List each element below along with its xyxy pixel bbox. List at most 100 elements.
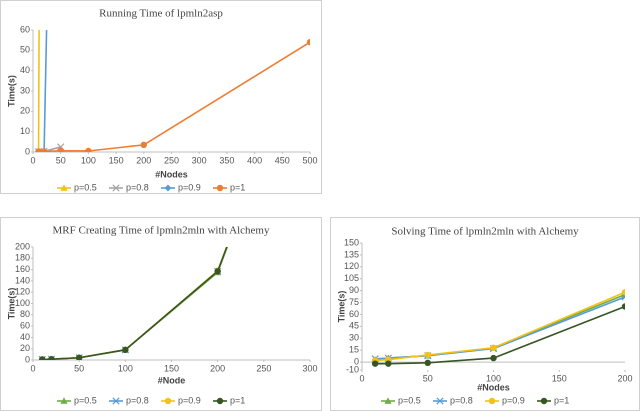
y-tick-label: 0 bbox=[25, 354, 30, 364]
x-tick-label: 400 bbox=[247, 155, 262, 165]
marker bbox=[490, 354, 497, 362]
y-tick-label: 180 bbox=[15, 253, 30, 263]
x-tick-label: 100 bbox=[486, 373, 501, 383]
legend-label: p=1 bbox=[230, 395, 245, 405]
x-tick-label: 150 bbox=[164, 363, 179, 373]
x-tick-label: 500 bbox=[302, 155, 317, 165]
marker bbox=[621, 289, 625, 296]
y-axis-title: Time(s) bbox=[6, 288, 16, 320]
legend-label: p=0.9 bbox=[178, 395, 201, 405]
legend-marker bbox=[436, 397, 444, 405]
legend-label: p=1 bbox=[554, 395, 569, 405]
y-tick-label: 40 bbox=[20, 332, 30, 342]
y-tick-label: 60 bbox=[20, 320, 30, 330]
y-tick-label: 0 bbox=[354, 356, 359, 366]
legend-label: p=1 bbox=[230, 182, 245, 192]
marker bbox=[371, 360, 379, 367]
y-tick-label: 200 bbox=[15, 241, 30, 251]
x-tick-label: 100 bbox=[118, 363, 133, 373]
plot-area bbox=[34, 30, 310, 152]
marker bbox=[385, 360, 392, 367]
marker bbox=[57, 147, 64, 152]
legend-label: p=0.5 bbox=[74, 395, 97, 405]
legend-marker bbox=[112, 184, 120, 192]
legend-label: p=0.8 bbox=[126, 182, 149, 192]
x-tick-label: 0 bbox=[359, 373, 364, 383]
marker bbox=[424, 359, 431, 367]
x-axis-title: #Nodes bbox=[155, 169, 188, 179]
x-tick-label: 150 bbox=[552, 373, 567, 383]
x-tick-label: 300 bbox=[192, 155, 207, 165]
y-tick-label: 140 bbox=[15, 275, 30, 285]
marker bbox=[75, 354, 83, 360]
y-tick-label: 30 bbox=[20, 85, 30, 95]
y-tick-label: 160 bbox=[15, 264, 30, 274]
y-tick-label: -10 bbox=[346, 364, 359, 374]
marker bbox=[85, 147, 92, 152]
y-tick-label: 120 bbox=[15, 287, 30, 297]
x-tick-label: 350 bbox=[219, 155, 234, 165]
x-tick-label: 50 bbox=[56, 155, 66, 165]
legend-marker bbox=[488, 397, 496, 405]
chart-title: MRF Creating Time of lpmln2mln with Alch… bbox=[53, 225, 270, 237]
chart-frame bbox=[0, 0, 322, 194]
legend-label: p=0.8 bbox=[126, 395, 149, 405]
marker bbox=[40, 148, 48, 152]
legend-label: p=0.8 bbox=[450, 395, 473, 405]
legend-marker bbox=[164, 397, 172, 405]
y-tick-label: 20 bbox=[20, 343, 30, 353]
x-tick-label: 150 bbox=[109, 155, 124, 165]
y-tick-label: 40 bbox=[20, 65, 30, 75]
marker bbox=[35, 148, 42, 152]
y-tick-label: 45 bbox=[349, 321, 359, 331]
x-tick-label: 50 bbox=[74, 363, 84, 373]
legend-marker bbox=[60, 184, 68, 191]
marker bbox=[306, 39, 310, 46]
y-tick-label: 90 bbox=[349, 285, 359, 295]
x-tick-label: 450 bbox=[275, 155, 290, 165]
y-tick-label: 135 bbox=[344, 249, 359, 259]
marker bbox=[621, 293, 625, 301]
chart-title: Solving Time of lpmln2mln with Alchemy bbox=[391, 226, 579, 238]
legend-label: p=0.5 bbox=[74, 182, 97, 192]
x-tick-label: 100 bbox=[81, 155, 96, 165]
chart-title: Running Time of lpmln2asp bbox=[99, 8, 223, 20]
y-tick-label: 20 bbox=[20, 106, 30, 116]
y-tick-label: 105 bbox=[344, 273, 359, 283]
x-tick-label: 200 bbox=[617, 373, 632, 383]
legend-marker bbox=[216, 397, 224, 405]
legend-label: p=0.5 bbox=[398, 395, 421, 405]
marker bbox=[122, 346, 129, 354]
legend-marker bbox=[216, 184, 224, 192]
x-tick-label: 200 bbox=[210, 363, 225, 373]
y-tick-label: 150 bbox=[344, 237, 359, 247]
legend-label: p=0.9 bbox=[178, 182, 201, 192]
marker bbox=[490, 344, 497, 351]
y-tick-label: 60 bbox=[20, 24, 30, 34]
y-tick-label: 50 bbox=[20, 45, 30, 55]
y-tick-label: 30 bbox=[349, 333, 359, 343]
x-axis-title: #Nodes bbox=[477, 382, 510, 392]
y-tick-label: 100 bbox=[15, 298, 30, 308]
y-axis-title: Time(s) bbox=[336, 291, 346, 323]
y-tick-label: 10 bbox=[20, 126, 30, 136]
y-tick-label: 120 bbox=[344, 261, 359, 271]
x-axis-title: #Node bbox=[158, 375, 186, 385]
chart-frame bbox=[0, 217, 322, 411]
legend-marker bbox=[540, 397, 548, 405]
legend-marker bbox=[112, 397, 120, 405]
marker bbox=[214, 268, 221, 275]
y-axis-title: Time(s) bbox=[6, 75, 16, 107]
marker bbox=[140, 141, 147, 149]
legend-marker bbox=[384, 397, 392, 404]
marker bbox=[621, 303, 625, 310]
x-tick-label: 250 bbox=[164, 155, 179, 165]
x-tick-label: 50 bbox=[423, 373, 433, 383]
y-tick-label: 0 bbox=[25, 146, 30, 156]
marker bbox=[39, 356, 46, 360]
plot-area bbox=[371, 289, 625, 367]
y-tick-label: 15 bbox=[349, 345, 359, 355]
y-tick-label: 60 bbox=[349, 309, 359, 319]
x-tick-label: 0 bbox=[30, 155, 35, 165]
